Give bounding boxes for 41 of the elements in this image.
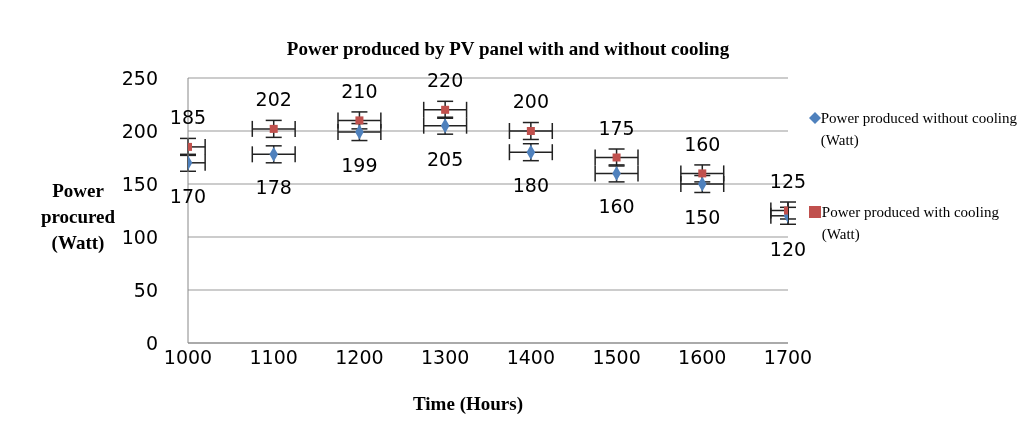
data-label: 150 (684, 206, 721, 228)
x-tick-label: 1500 (592, 346, 641, 369)
data-label: 170 (169, 184, 207, 207)
x-tick-label: 1300 (420, 346, 470, 369)
data-label: 185 (169, 106, 207, 129)
data-label: 160 (598, 195, 635, 218)
point (526, 127, 535, 135)
point (698, 169, 707, 178)
data-label: 175 (598, 116, 635, 139)
data-label: 210 (341, 79, 378, 102)
y-tick-label: 50 (133, 278, 158, 301)
data-label: 160 (684, 132, 721, 155)
y-tick-label: 0 (145, 331, 158, 354)
y-tick-label: 150 (121, 172, 158, 195)
x-tick-label: 1200 (335, 346, 384, 369)
legend-label: Power produced without cooling (Watt) (820, 108, 1018, 150)
data-label: 202 (255, 88, 292, 111)
x-tick-label: 1700 (763, 346, 813, 369)
data-label: 125 (769, 169, 807, 192)
x-axis-title: Time (Hours) (412, 393, 524, 415)
x-tick-label: 1400 (506, 346, 556, 369)
y-tick-label: 200 (121, 119, 158, 142)
data-label: 120 (769, 237, 807, 260)
point (269, 124, 278, 133)
y-tick-label: 250 (121, 66, 158, 89)
point (612, 153, 621, 162)
data-label: 178 (255, 176, 292, 199)
x-tick-label: 1100 (249, 346, 298, 369)
y-axis-title: Power procured (Watt) (40, 180, 116, 253)
x-tick-label: 1600 (678, 346, 727, 369)
data-label: 200 (512, 90, 549, 113)
x-tick-label: 1000 (163, 346, 213, 369)
legend-label: Power produced with cooling (Watt) (821, 202, 1000, 244)
point (355, 116, 364, 125)
data-label: 220 (427, 69, 464, 92)
data-label: 180 (512, 174, 549, 197)
data-label: 205 (427, 147, 464, 170)
data-label: 199 (341, 154, 378, 177)
chart-title: Power produced by PV panel with and without cooling (285, 38, 731, 60)
point (441, 105, 450, 114)
y-tick-label: 100 (121, 225, 158, 248)
